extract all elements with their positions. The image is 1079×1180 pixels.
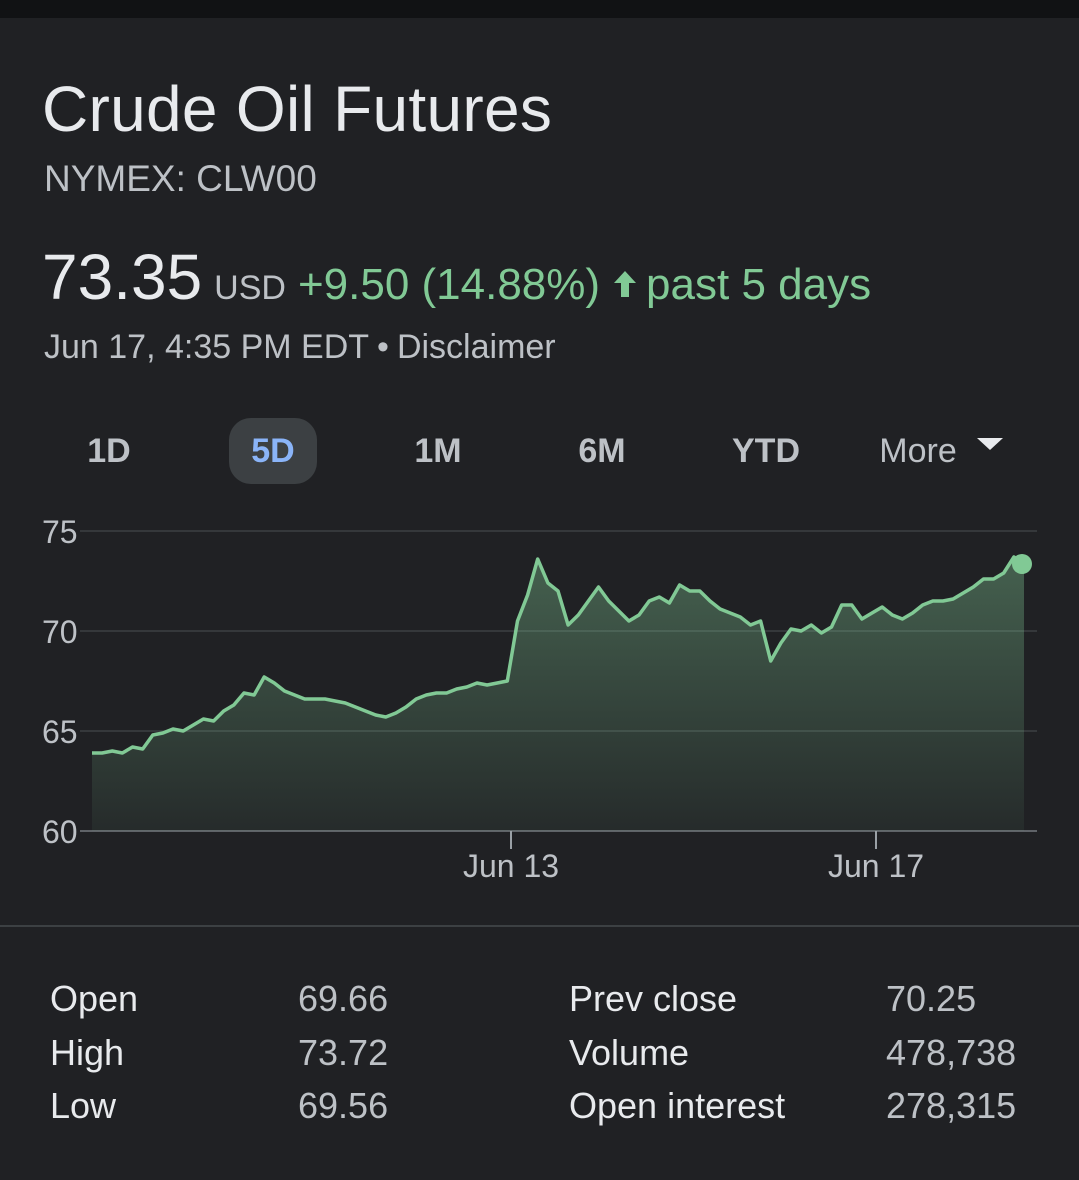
stat-value-open: 69.66	[298, 978, 389, 1019]
tab-1d[interactable]: 1D	[87, 431, 131, 470]
tab-ytd[interactable]: YTD	[732, 431, 800, 470]
stat-value-low: 69.56	[298, 1085, 389, 1126]
caret-down-icon	[976, 438, 1003, 450]
more-label: More	[879, 431, 957, 470]
price-area	[92, 557, 1024, 831]
quote-timestamp: Jun 17, 4:35 PM EDT	[44, 328, 370, 366]
x-tick-label-1: Jun 17	[828, 848, 924, 884]
tab-1m[interactable]: 1M	[414, 431, 462, 470]
last-price-marker	[1012, 554, 1032, 574]
y-axis: 75 70 65 60	[42, 514, 78, 850]
price-row: 73.35 USD +9.50 (14.88%) past 5 days	[42, 240, 871, 314]
stat-label-open: Open	[50, 978, 139, 1019]
x-axis: Jun 13 Jun 17	[463, 831, 924, 884]
stat-label-volume: Volume	[569, 1032, 690, 1073]
tab-6m[interactable]: 6M	[578, 431, 626, 470]
stat-value-prev-close: 70.25	[886, 978, 977, 1019]
x-tick-label-0: Jun 13	[463, 848, 559, 884]
divider	[0, 925, 1079, 927]
more-dropdown[interactable]: More	[866, 418, 1016, 484]
y-tick-label-60: 60	[42, 814, 78, 850]
ticker-symbol: NYMEX: CLW00	[44, 158, 317, 199]
change-period: past 5 days	[646, 260, 872, 309]
stat-label-low: Low	[50, 1085, 117, 1126]
stat-label-high: High	[50, 1032, 125, 1073]
y-tick-label-75: 75	[42, 514, 78, 550]
separator-dot: •	[377, 328, 389, 366]
y-tick-label-70: 70	[42, 614, 78, 650]
timestamp-row: Jun 17, 4:35 PM EDT • Disclaimer	[44, 328, 556, 367]
top-bar	[0, 0, 1079, 18]
disclaimer-link[interactable]: Disclaimer	[396, 328, 556, 366]
price-change: +9.50 (14.88%)	[297, 260, 601, 309]
arrow-up-icon	[612, 269, 638, 304]
price-chart[interactable]: 75 70 65 60 Jun 13 Jun 17	[0, 500, 1079, 900]
stat-value-open-interest: 278,315	[886, 1085, 1017, 1126]
instrument-title: Crude Oil Futures	[42, 73, 553, 145]
price-line	[92, 555, 1025, 755]
stat-value-high: 73.72	[298, 1032, 389, 1073]
tab-5d[interactable]: 5D	[229, 418, 317, 484]
stat-value-volume: 478,738	[886, 1032, 1017, 1073]
stat-label-open-interest: Open interest	[569, 1085, 786, 1126]
y-tick-label-65: 65	[42, 714, 78, 750]
current-price: 73.35	[42, 241, 203, 313]
stat-label-prev-close: Prev close	[569, 978, 738, 1019]
currency-label: USD	[214, 269, 286, 307]
